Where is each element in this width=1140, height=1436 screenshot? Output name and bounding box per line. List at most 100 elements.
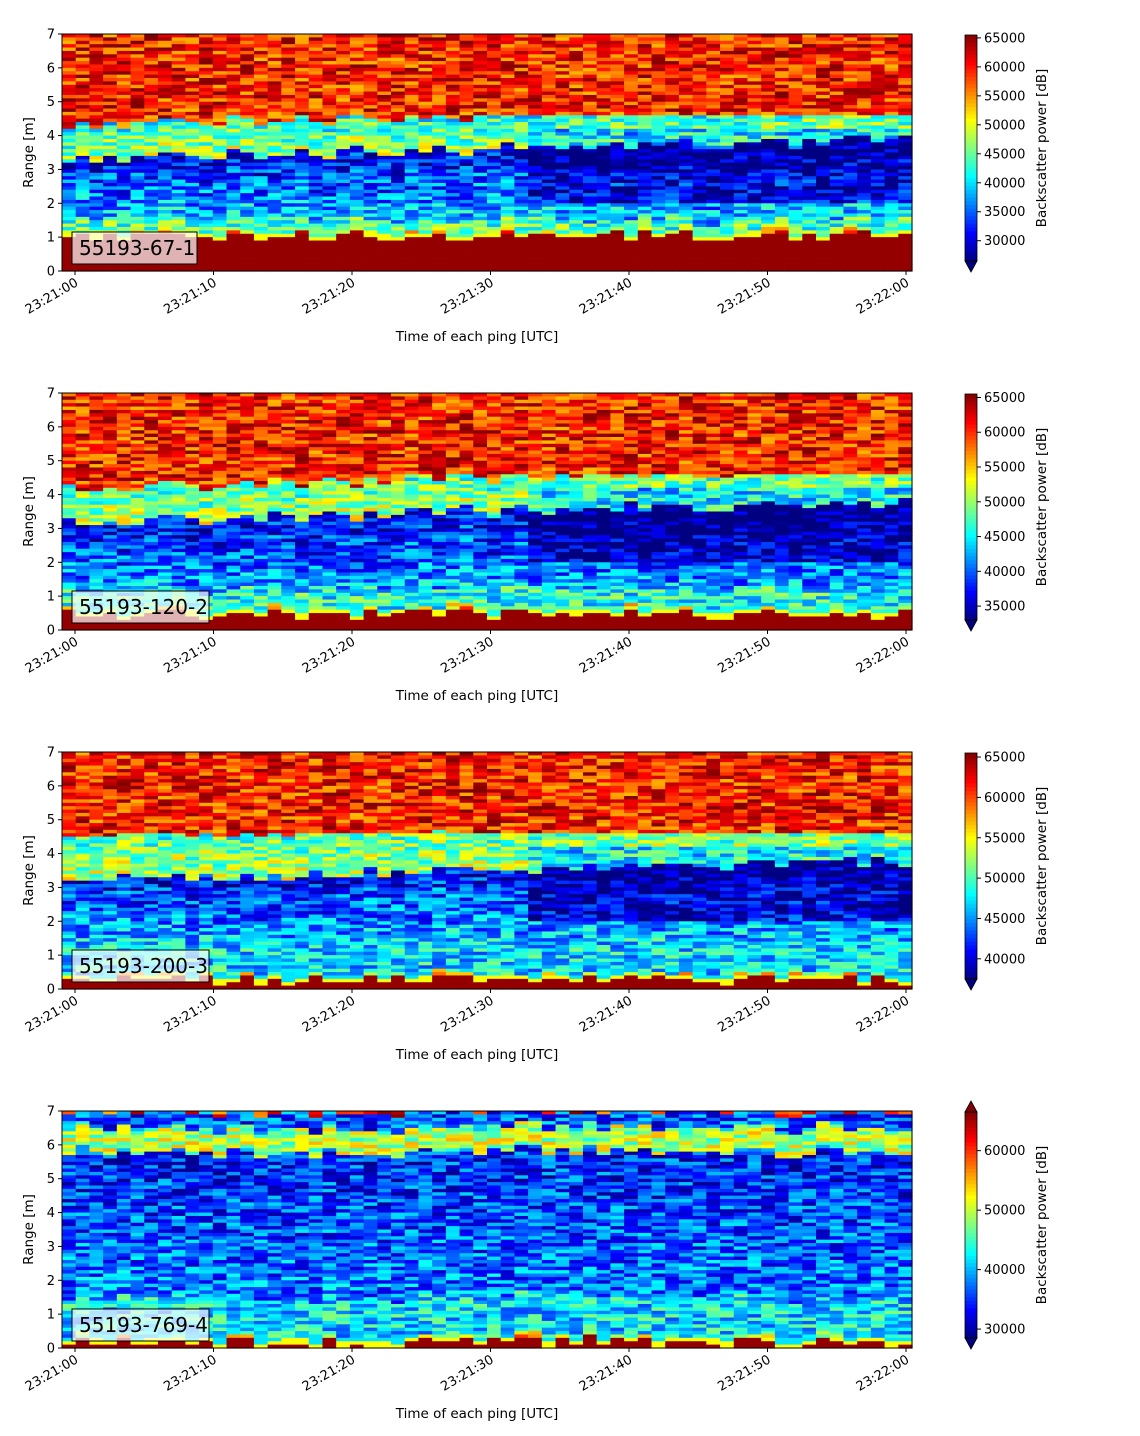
heatmap-cell	[349, 243, 365, 248]
heatmap-cell	[267, 216, 282, 221]
heatmap-cell	[747, 122, 762, 127]
heatmap-cell	[199, 125, 214, 130]
heatmap-cell	[665, 78, 680, 82]
heatmap-cell	[678, 240, 694, 245]
heatmap-cell	[843, 149, 858, 154]
y-axis-label: Range [m]	[21, 117, 37, 188]
heatmap-cell	[624, 254, 639, 259]
heatmap-cell	[322, 135, 337, 140]
heatmap-cell	[281, 220, 296, 225]
heatmap-cell	[130, 199, 145, 204]
heatmap-cell	[774, 142, 790, 147]
heatmap-cell	[610, 128, 625, 133]
heatmap-cell	[62, 67, 77, 72]
heatmap-cell	[528, 81, 543, 86]
heatmap-cell	[747, 240, 762, 245]
heatmap-cell	[514, 196, 529, 201]
heatmap-cell	[418, 138, 433, 143]
heatmap-cell	[624, 105, 639, 110]
heatmap-cell	[281, 94, 296, 99]
heatmap-cell	[473, 138, 488, 143]
heatmap-cell	[185, 34, 200, 38]
heatmap-cell	[610, 203, 625, 208]
heatmap-cell	[391, 74, 406, 79]
heatmap-cell	[802, 264, 817, 269]
heatmap-cell	[418, 78, 433, 82]
heatmap-cell	[418, 162, 433, 167]
colorbar-segment	[965, 148, 977, 153]
heatmap-cell	[404, 111, 420, 116]
heatmap-cell	[774, 101, 790, 106]
heatmap-cell	[596, 213, 611, 218]
heatmap-cell	[226, 105, 241, 110]
heatmap-cell	[487, 50, 502, 55]
heatmap-cell	[692, 264, 707, 269]
heatmap-cell	[157, 61, 173, 66]
heatmap-cell	[870, 47, 886, 52]
heatmap-cell	[185, 220, 200, 225]
heatmap-cell	[185, 108, 200, 113]
heatmap-cell	[500, 40, 516, 45]
heatmap-cell	[514, 54, 529, 59]
heatmap-cell	[555, 71, 570, 76]
heatmap-cell	[459, 237, 474, 242]
heatmap-cell	[747, 152, 762, 157]
heatmap-cell	[336, 122, 351, 127]
heatmap-cell	[665, 94, 680, 99]
heatmap-cell	[528, 189, 543, 194]
heatmap-cell	[774, 189, 790, 194]
heatmap-cell	[692, 57, 707, 62]
heatmap-cell	[720, 94, 735, 99]
heatmap-cell	[116, 67, 132, 72]
heatmap-cell	[582, 159, 598, 164]
heatmap-cell	[281, 111, 296, 116]
heatmap-cell	[541, 152, 557, 157]
heatmap-cell	[75, 34, 91, 38]
heatmap-cell	[569, 37, 584, 42]
heatmap-cell	[569, 111, 584, 116]
heatmap-cell	[802, 71, 817, 76]
heatmap-cell	[884, 108, 899, 113]
heatmap-cell	[665, 237, 680, 242]
heatmap-cell	[212, 40, 228, 45]
heatmap-cell	[500, 50, 516, 55]
heatmap-cell	[733, 223, 749, 228]
heatmap-cell	[816, 40, 831, 45]
heatmap-cell	[884, 149, 899, 154]
heatmap-cell	[336, 206, 351, 211]
heatmap-cell	[116, 47, 132, 52]
heatmap-cell	[870, 34, 886, 38]
heatmap-cell	[308, 108, 324, 113]
heatmap-cell	[843, 145, 858, 150]
heatmap-cell	[308, 237, 324, 242]
heatmap-cell	[528, 210, 543, 215]
heatmap-cell	[89, 111, 104, 116]
heatmap-cell	[624, 216, 639, 221]
heatmap-cell	[541, 108, 557, 113]
heatmap-cell	[747, 166, 762, 171]
heatmap-cell	[144, 50, 159, 55]
x-axis-label: Time of each ping [UTC]	[395, 329, 559, 345]
heatmap-cell	[720, 98, 735, 103]
heatmap-cell	[308, 125, 324, 130]
heatmap-cell	[651, 237, 666, 242]
heatmap-cell	[500, 118, 516, 123]
heatmap-cell	[774, 128, 790, 133]
colorbar-segment	[965, 215, 977, 221]
heatmap-cell	[678, 196, 694, 201]
heatmap-cell	[692, 193, 707, 198]
heatmap-cell	[459, 47, 474, 52]
heatmap-cell	[240, 179, 255, 184]
heatmap-cell	[637, 61, 653, 66]
heatmap-cell	[720, 78, 735, 82]
heatmap-cell	[281, 264, 296, 269]
heatmap-cell	[884, 216, 899, 221]
heatmap-cell	[240, 81, 255, 86]
heatmap-cell	[336, 145, 351, 150]
heatmap-cell	[692, 67, 707, 72]
heatmap-cell	[569, 216, 584, 221]
heatmap-cell	[829, 98, 845, 103]
heatmap-cell	[391, 40, 406, 45]
heatmap-cell	[788, 125, 803, 130]
heatmap-cell	[692, 155, 707, 160]
